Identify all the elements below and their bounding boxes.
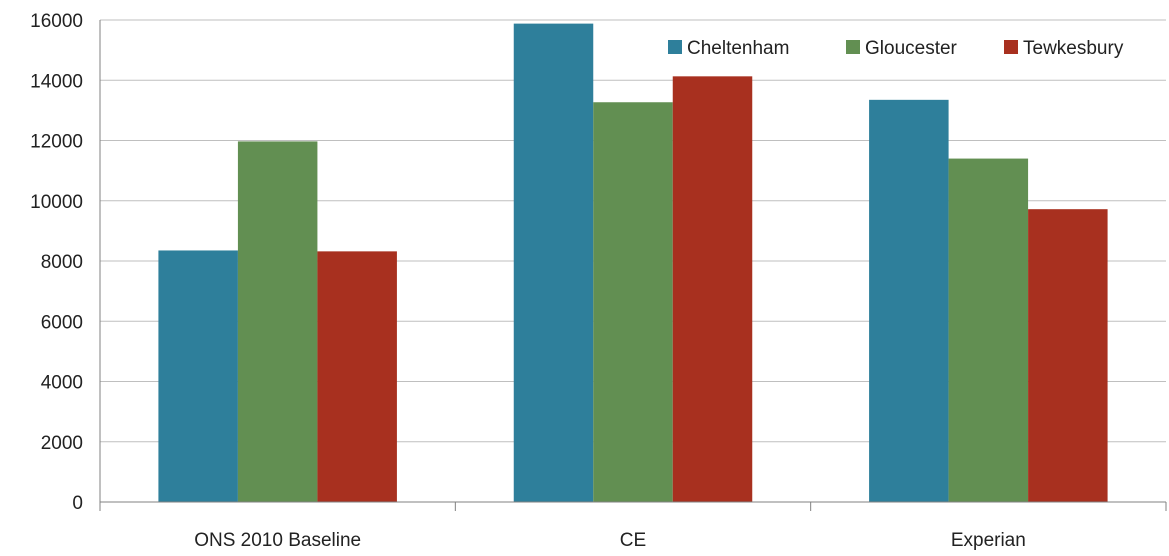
bar-tewkesbury-0 xyxy=(317,251,397,502)
x-category-label: Experian xyxy=(951,530,1026,551)
x-category-label: ONS 2010 Baseline xyxy=(194,530,361,551)
bar-cheltenham-0 xyxy=(158,250,238,502)
legend-swatch-cheltenham xyxy=(668,40,682,54)
legend-label-gloucester: Gloucester xyxy=(865,38,958,59)
legend: Cheltenham Gloucester Tewkesbury xyxy=(668,38,1124,59)
legend-swatch-gloucester xyxy=(846,40,860,54)
axes xyxy=(99,20,1167,511)
bar-tewkesbury-1 xyxy=(672,76,753,503)
bar-gloucester-0 xyxy=(237,141,318,502)
y-tick-label: 4000 xyxy=(41,373,83,394)
x-category-label: CE xyxy=(620,530,646,551)
bar-cheltenham-2 xyxy=(869,99,949,503)
bars xyxy=(158,23,1108,503)
y-tick-label: 6000 xyxy=(41,312,83,333)
y-tick-label: 16000 xyxy=(30,11,83,32)
y-tick-labels: 0 2000 4000 6000 8000 10000 12000 14000 16000 xyxy=(30,11,83,514)
y-tick-label: 14000 xyxy=(30,71,83,92)
y-tick-label: 0 xyxy=(72,493,83,514)
legend-label-tewkesbury: Tewkesbury xyxy=(1023,38,1124,59)
y-tick-label: 8000 xyxy=(41,252,83,273)
bar-gloucester-1 xyxy=(593,102,673,503)
x-category-labels: ONS 2010 Baseline CE Experian xyxy=(194,530,1026,551)
y-tick-label: 2000 xyxy=(41,433,83,454)
bar-gloucester-2 xyxy=(948,158,1029,502)
legend-label-cheltenham: Cheltenham xyxy=(687,38,789,59)
bar-cheltenham-1 xyxy=(513,23,594,503)
y-tick-label: 12000 xyxy=(30,132,83,153)
y-tick-label: 10000 xyxy=(30,192,83,213)
legend-swatch-tewkesbury xyxy=(1004,40,1018,54)
bar-tewkesbury-2 xyxy=(1028,209,1108,502)
